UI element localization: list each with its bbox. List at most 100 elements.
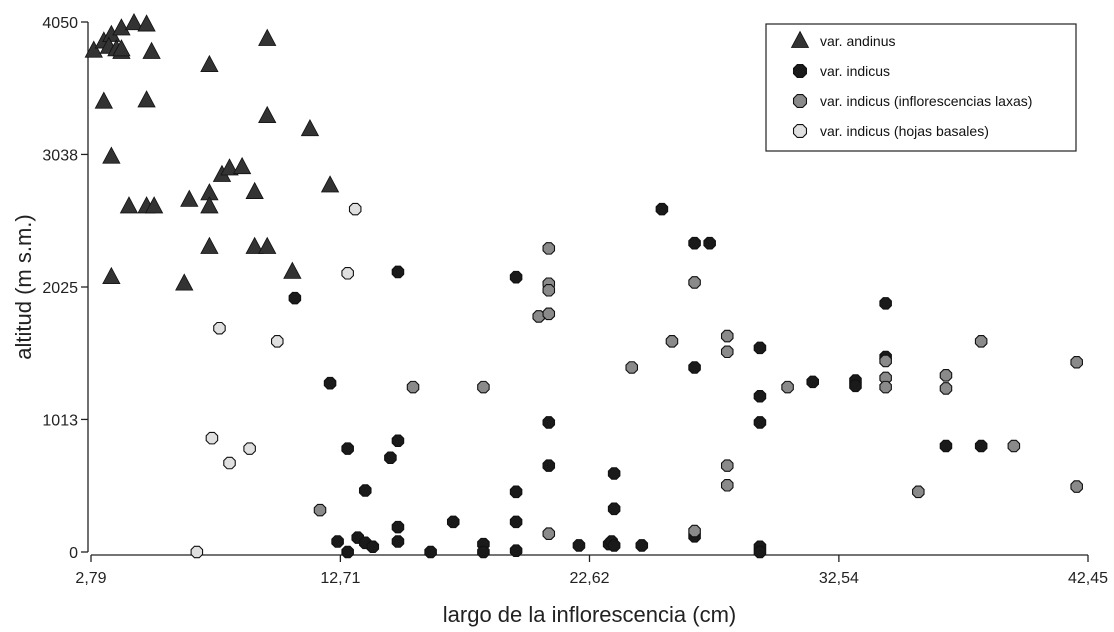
x-axis-ticks: 2,79 12,71 22,62 32,54 42,45	[75, 555, 1108, 587]
data-point	[477, 380, 490, 394]
data-point	[446, 515, 460, 529]
data-point	[200, 196, 219, 214]
data-point	[879, 380, 892, 394]
series-3	[313, 242, 1083, 540]
legend-item: var. indicus	[792, 63, 890, 79]
data-point	[137, 14, 156, 32]
data-point	[258, 105, 277, 124]
data-point	[753, 545, 767, 559]
data-point	[572, 539, 586, 552]
y-tick-label: 2025	[42, 280, 78, 297]
data-point	[124, 12, 144, 31]
x-tick-label: 12,71	[320, 570, 360, 587]
data-point	[180, 189, 199, 207]
data-point	[341, 266, 354, 280]
data-points	[84, 12, 1083, 559]
data-point	[220, 158, 239, 176]
y-axis-title: altitud (m s.m.)	[11, 214, 36, 359]
data-point	[720, 345, 734, 359]
data-point	[542, 283, 556, 297]
data-point	[323, 376, 337, 390]
data-point	[391, 520, 405, 534]
data-point	[119, 196, 139, 214]
data-point	[213, 321, 226, 335]
data-point	[358, 484, 372, 497]
y-tick-label: 0	[69, 545, 78, 562]
data-point	[384, 451, 397, 465]
data-point	[245, 236, 264, 254]
data-point	[665, 335, 679, 348]
data-point	[477, 545, 490, 559]
data-point	[341, 545, 354, 559]
data-point	[258, 236, 277, 254]
x-tick-label: 2,79	[75, 570, 106, 587]
legend-box	[765, 23, 1077, 152]
data-point	[781, 380, 794, 394]
data-point	[391, 265, 405, 279]
data-point	[607, 467, 621, 480]
data-point	[688, 276, 701, 289]
data-point	[607, 539, 621, 552]
y-tick-label: 4050	[42, 15, 78, 32]
data-point	[175, 273, 194, 291]
data-point	[391, 535, 405, 548]
legend-marker	[792, 63, 808, 79]
data-point	[542, 459, 556, 472]
data-point	[391, 434, 405, 448]
data-point	[939, 369, 953, 382]
data-point	[509, 485, 523, 499]
data-point	[879, 297, 892, 310]
x-tick-label: 42,45	[1068, 570, 1108, 587]
data-point	[270, 335, 284, 348]
data-point	[542, 242, 556, 255]
data-point	[94, 91, 113, 109]
data-point	[720, 478, 734, 492]
series-4	[190, 202, 362, 559]
data-point	[688, 361, 701, 374]
data-point	[84, 40, 103, 58]
data-point	[112, 18, 131, 36]
data-point	[102, 146, 121, 164]
data-point	[939, 439, 953, 453]
legend-marker	[792, 123, 808, 139]
data-point	[320, 175, 340, 193]
data-point	[300, 118, 320, 137]
y-tick-label: 1013	[42, 412, 78, 429]
data-point	[542, 307, 556, 321]
y-tick-label: 3038	[42, 147, 78, 164]
data-point	[366, 540, 380, 554]
data-point	[102, 266, 121, 285]
data-point	[232, 156, 252, 175]
legend-item: var. indicus (hojas basales)	[792, 123, 989, 139]
data-point	[806, 375, 820, 389]
data-point	[258, 28, 277, 46]
data-point	[625, 361, 639, 374]
y-axis-ticks: 0 1013 2025 3038 4050	[42, 15, 88, 562]
x-tick-label: 22,62	[569, 570, 609, 587]
data-point	[245, 181, 264, 199]
legend-label: var. indicus	[820, 63, 890, 79]
data-point	[688, 236, 701, 250]
data-point	[974, 439, 988, 453]
data-point	[288, 291, 302, 305]
data-point	[1070, 355, 1083, 369]
legend-items: var. andinus var. indicus var. indicus (in…	[790, 30, 1032, 139]
data-point	[849, 379, 862, 393]
legend-marker	[790, 30, 810, 48]
legend-label: var. andinus	[820, 33, 896, 49]
data-point	[703, 236, 716, 250]
data-point	[144, 196, 164, 214]
legend-label: var. indicus (inflorescencias laxas)	[820, 93, 1032, 109]
data-point	[424, 545, 437, 559]
x-tick-label: 32,54	[819, 570, 859, 587]
data-point	[509, 544, 523, 557]
data-point	[200, 54, 219, 73]
data-point	[753, 341, 767, 355]
data-point	[635, 539, 649, 552]
data-point	[137, 90, 156, 108]
legend-marker	[792, 93, 808, 109]
x-axis-title: largo de la inflorescencia (cm)	[443, 602, 736, 627]
data-point	[542, 527, 556, 540]
data-point	[607, 502, 621, 516]
